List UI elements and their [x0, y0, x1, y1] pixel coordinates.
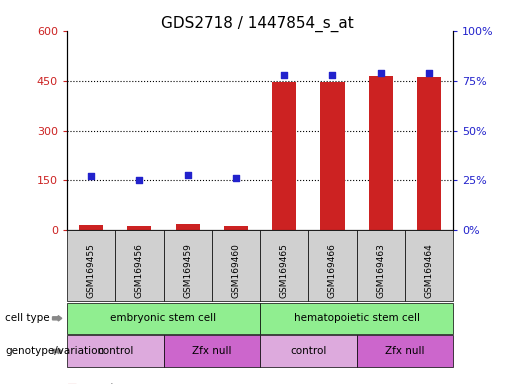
- Text: hematopoietic stem cell: hematopoietic stem cell: [294, 313, 420, 323]
- Bar: [79, 225, 103, 230]
- Text: cell type: cell type: [5, 313, 50, 323]
- Text: GSM169463: GSM169463: [376, 243, 385, 298]
- Point: [232, 175, 240, 182]
- Bar: [272, 82, 296, 230]
- Text: genotype/variation: genotype/variation: [5, 346, 104, 356]
- Text: GSM169456: GSM169456: [135, 243, 144, 298]
- Text: count: count: [85, 383, 114, 384]
- Bar: [417, 77, 441, 230]
- Text: GSM169459: GSM169459: [183, 243, 192, 298]
- Text: Zfx null: Zfx null: [192, 346, 232, 356]
- Bar: [176, 224, 200, 230]
- Text: GDS2718 / 1447854_s_at: GDS2718 / 1447854_s_at: [161, 15, 354, 31]
- Bar: [224, 226, 248, 230]
- Bar: [127, 227, 151, 230]
- Point: [425, 70, 433, 76]
- Point: [135, 177, 144, 184]
- Text: ■: ■: [67, 383, 77, 384]
- Text: GSM169464: GSM169464: [424, 243, 434, 298]
- Point: [183, 172, 192, 179]
- Point: [376, 70, 385, 76]
- Text: GSM169460: GSM169460: [231, 243, 241, 298]
- Point: [87, 174, 95, 180]
- Text: Zfx null: Zfx null: [385, 346, 425, 356]
- Text: embryonic stem cell: embryonic stem cell: [110, 313, 217, 323]
- Point: [329, 71, 337, 78]
- Text: GSM169465: GSM169465: [280, 243, 289, 298]
- Bar: [320, 82, 345, 230]
- Text: GSM169455: GSM169455: [87, 243, 96, 298]
- Point: [280, 71, 288, 78]
- Bar: [369, 76, 393, 230]
- Text: GSM169466: GSM169466: [328, 243, 337, 298]
- Text: control: control: [290, 346, 327, 356]
- Text: control: control: [97, 346, 133, 356]
